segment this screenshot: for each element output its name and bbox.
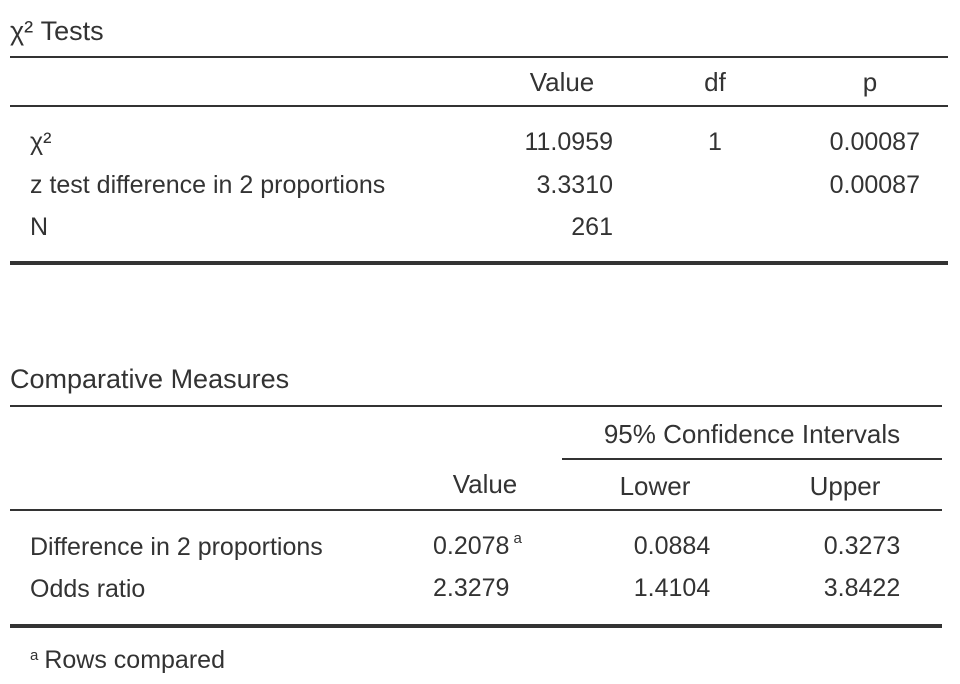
comp-row-value: 0.2078 a: [433, 530, 522, 561]
footnote-text: Rows compared: [44, 646, 225, 674]
comparative-top-rule: [10, 405, 942, 407]
chi-row-value: 261: [571, 213, 613, 241]
comparative-bottom-rule: [10, 624, 942, 628]
ci-header-rule: [562, 458, 942, 460]
chi-tests-header-rule: [10, 105, 948, 107]
chi-row-p: 0.00087: [829, 171, 920, 199]
comp-row-lower: 1.4104: [633, 574, 711, 602]
comp-row-label: Odds ratio: [30, 575, 146, 603]
chi-header-df: df: [704, 67, 726, 97]
comp-header-value: Value: [452, 469, 518, 499]
chi-header-value: Value: [529, 67, 595, 97]
comp-row-label: Difference in 2 proportions: [30, 533, 323, 561]
chi-row-value: 11.0959: [524, 128, 613, 156]
comp-value-text: 2.3279: [433, 574, 510, 602]
chi-tests-top-rule: [10, 56, 948, 58]
chi-row-label: z test difference in 2 proportions: [30, 171, 386, 199]
footnote: a Rows compared: [30, 646, 225, 675]
footnote-mark: a: [30, 647, 39, 664]
ci-header: 95% Confidence Intervals: [603, 419, 901, 449]
comp-header-upper: Upper: [809, 471, 881, 501]
chi-row-p: 0.00087: [829, 128, 920, 156]
comp-row-value: 2.3279: [433, 574, 513, 603]
chi-tests-bottom-rule: [10, 261, 948, 265]
chi-row-df: 1: [708, 128, 722, 156]
chi-row-label: χ²: [30, 128, 52, 156]
comp-header-lower: Lower: [619, 471, 691, 501]
comparative-title: Comparative Measures: [10, 364, 290, 394]
comp-row-upper: 3.8422: [823, 574, 901, 602]
chi-row-label: N: [30, 213, 49, 241]
chi-tests-title: χ² Tests: [10, 16, 104, 46]
comp-row-lower: 0.0884: [633, 532, 711, 560]
chi-header-p: p: [862, 67, 878, 97]
comp-value-text: 0.2078: [433, 532, 510, 560]
comparative-header-rule: [10, 509, 942, 511]
comp-row-upper: 0.3273: [823, 532, 901, 560]
footnote-marker: a: [513, 530, 522, 547]
chi-row-value: 3.3310: [536, 171, 613, 199]
